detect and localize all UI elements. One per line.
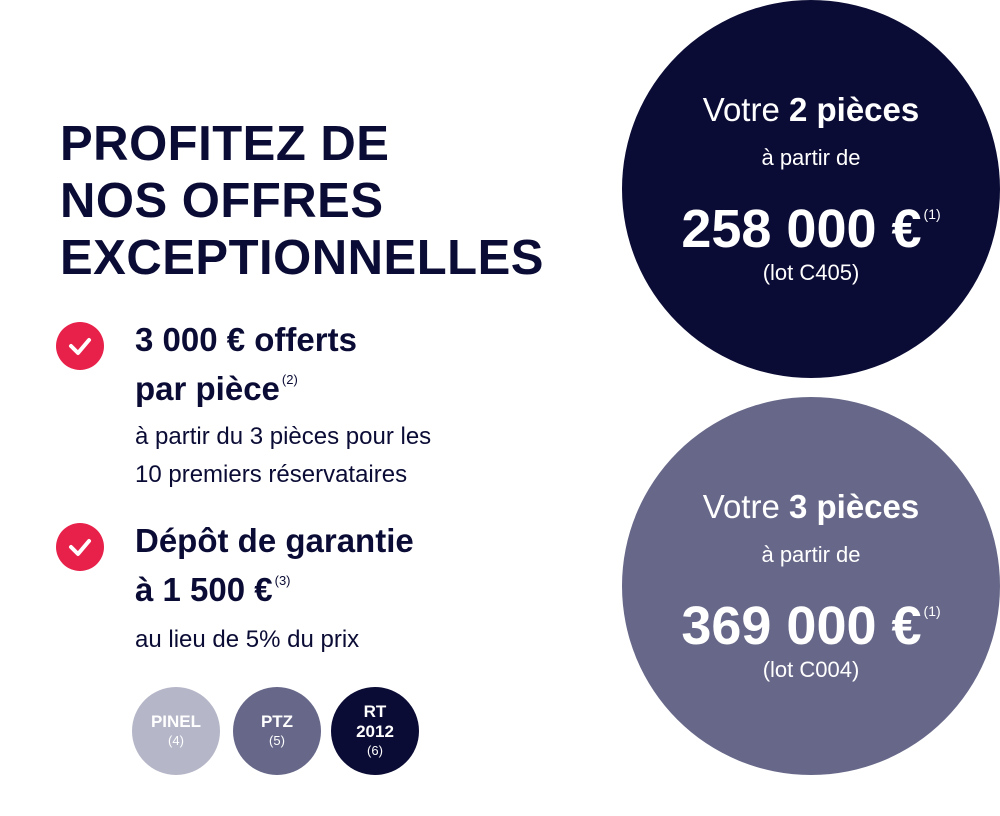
apartment-prefix: Votre xyxy=(702,91,780,128)
lot-reference: (lot C405) xyxy=(762,260,860,285)
headline-line: EXCEPTIONNELLES xyxy=(60,231,544,285)
price-circle-3-rooms: Votre 3 pièces à partir de 369 000 € (1) … xyxy=(622,397,1000,775)
price-amount: 258 000 € (1) xyxy=(622,182,1000,261)
badge-name: PINEL xyxy=(150,712,202,731)
offer-description-line: au lieu de 5% du prix xyxy=(135,626,360,653)
badge-name: PTZ xyxy=(260,712,294,731)
badge-ref: (6) xyxy=(367,743,383,758)
badge-pinel: PINEL (4) xyxy=(132,687,220,775)
apartment-prefix: Votre xyxy=(702,488,780,525)
price-value: 369 000 € xyxy=(681,596,922,656)
headline-line: PROFITEZ DE xyxy=(60,117,390,171)
badge-name: RT 2012 xyxy=(356,702,394,742)
offer-description: au lieu de 5% du prix xyxy=(135,621,359,659)
offer-title: 3 000 € offerts par pièce (2) xyxy=(135,320,357,409)
offer-title-line: 3 000 € offerts xyxy=(135,321,357,358)
check-icon xyxy=(56,322,104,370)
price-amount: 369 000 € (1) xyxy=(622,579,1000,658)
price-value: 258 000 € xyxy=(681,199,922,259)
badge-rt2012: RT 2012 (6) xyxy=(331,687,419,775)
offer-title-line: Dépôt de garantie xyxy=(135,522,414,559)
offer-title-text: par pièce xyxy=(135,370,280,407)
offer-description: à partir du 3 pièces pour les 10 premier… xyxy=(135,418,431,494)
check-icon xyxy=(56,523,104,571)
footnote-ref: (1) xyxy=(923,206,941,222)
offer-title-text: à 1 500 € xyxy=(135,571,273,608)
headline: PROFITEZ DE NOS OFFRES EXCEPTIONNELLES xyxy=(60,116,544,287)
lot-reference: (lot C004) xyxy=(762,657,860,682)
offer-title: Dépôt de garantie à 1 500 € (3) xyxy=(135,521,414,610)
offer-description-line: 10 premiers réservataires xyxy=(135,461,408,488)
price-from-label: à partir de xyxy=(761,542,861,567)
offer-title-line: par pièce (2) xyxy=(135,360,357,409)
badge-ref: (5) xyxy=(269,733,285,748)
badge-ref: (4) xyxy=(168,733,184,748)
offer-description-line: à partir du 3 pièces pour les xyxy=(135,423,432,450)
apartment-type: Votre 2 pièces xyxy=(622,90,1000,130)
badge-name-line: RT xyxy=(363,702,387,721)
badge-ptz: PTZ (5) xyxy=(233,687,321,775)
badge-name-line: 2012 xyxy=(356,722,394,741)
headline-line: NOS OFFRES xyxy=(60,174,384,228)
apartment-type: Votre 3 pièces xyxy=(622,487,1000,527)
offer-title-line: à 1 500 € (3) xyxy=(135,561,414,610)
footnote-ref: (2) xyxy=(281,372,298,387)
apartment-type-value: 2 pièces xyxy=(788,91,920,128)
footnote-ref: (1) xyxy=(923,603,941,619)
price-from-label: à partir de xyxy=(761,145,861,170)
footnote-ref: (3) xyxy=(274,573,291,588)
price-circle-2-rooms: Votre 2 pièces à partir de 258 000 € (1) … xyxy=(622,0,1000,378)
apartment-type-value: 3 pièces xyxy=(788,488,920,525)
